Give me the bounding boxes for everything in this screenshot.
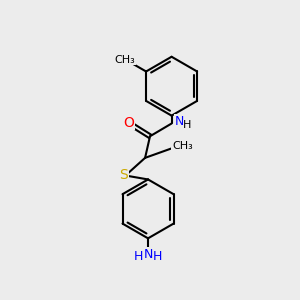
Text: CH₃: CH₃ xyxy=(115,55,136,65)
Text: CH₃: CH₃ xyxy=(172,141,193,151)
Text: H: H xyxy=(153,250,163,262)
Text: H: H xyxy=(134,250,143,262)
Text: S: S xyxy=(119,167,128,182)
Text: N: N xyxy=(175,115,184,128)
Text: H: H xyxy=(183,121,191,130)
Text: N: N xyxy=(143,248,153,260)
Text: O: O xyxy=(123,116,134,130)
